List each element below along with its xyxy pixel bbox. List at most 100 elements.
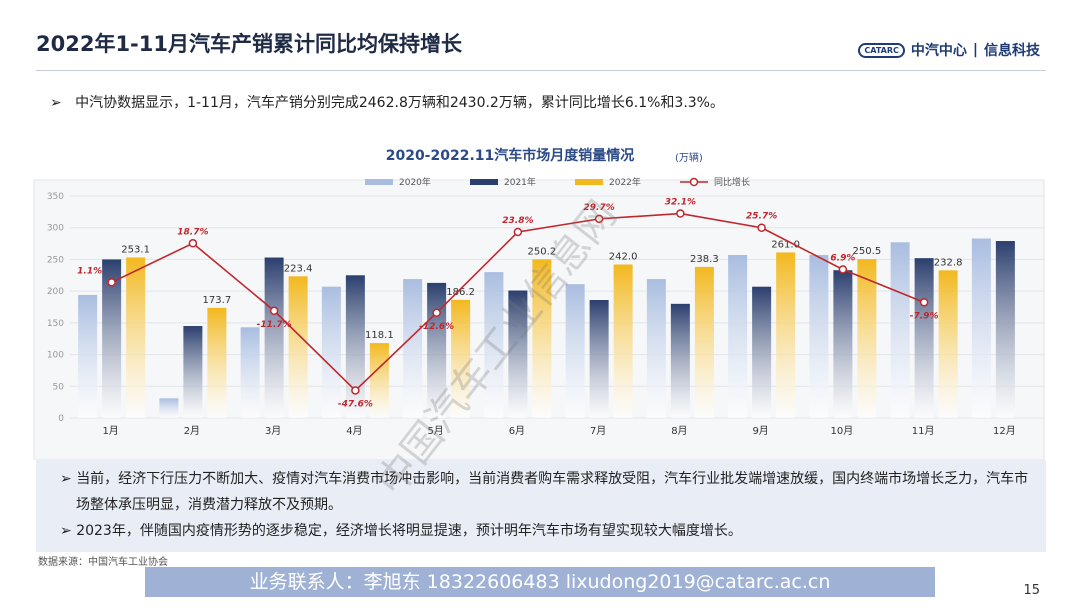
data-label: 250.2: [528, 246, 557, 257]
legend-label: 2022年: [609, 176, 641, 188]
y-tick-label: 250: [47, 255, 64, 265]
x-tick-label: 1月: [102, 425, 118, 437]
line-marker: [432, 308, 441, 318]
logo-mark: CATARC: [858, 42, 905, 58]
intro-text: 中汽协数据显示，1-11月，汽车产销分别完成2462.8万辆和2430.2万辆，…: [75, 95, 724, 111]
bar: [589, 300, 609, 418]
logo-divider: |: [972, 42, 978, 58]
source: 数据来源：中国汽车工业协会: [38, 557, 168, 568]
bar: [532, 259, 552, 418]
data-label: 253.1: [121, 244, 150, 255]
divider: [36, 70, 1046, 71]
growth-label: 1.1%: [77, 266, 102, 276]
bar: [126, 257, 146, 418]
legend-label: 2020年: [399, 176, 431, 188]
note: ➢ 2023年，伴随国内疫情形势的逐步稳定，经济增长将明显提速，预计明年汽车市场…: [60, 523, 742, 539]
bar: [809, 254, 829, 418]
bar: [857, 259, 877, 418]
growth-label: 29.7%: [584, 203, 615, 213]
intro: ➢ 中汽协数据显示，1-11月，汽车产销分别完成2462.8万辆和2430.2万…: [50, 95, 724, 111]
page-number: 15: [1023, 583, 1040, 598]
data-label: 173.7: [203, 295, 232, 306]
x-tick-label: 3月: [265, 425, 281, 437]
growth-label: -12.6%: [419, 322, 454, 332]
growth-label: -7.9%: [910, 311, 939, 321]
bar: [207, 307, 227, 418]
bar: [694, 266, 714, 418]
note: ➢ 当前，经济下行压力不断加大、疫情对汽车消费市场冲击影响，当前消费者购车需求释…: [60, 471, 1029, 513]
x-tick-label: 6月: [509, 425, 525, 437]
slide-title: 2022年1-11月汽车产销累计同比均保持增长: [36, 32, 462, 56]
line-marker: [107, 278, 116, 287]
bar: [78, 294, 98, 418]
x-tick-label: 10月: [831, 425, 854, 437]
chart-title: 2020-2022.11汽车市场月度销量情况: [386, 147, 635, 164]
contact-bar: 业务联系人：李旭东 18322606483 lixudong2019@catar…: [145, 567, 935, 597]
line-marker: [676, 209, 685, 218]
y-tick-label: 50: [53, 382, 65, 392]
line-marker: [594, 214, 604, 224]
legend-label: 同比增长: [714, 176, 750, 188]
bar: [403, 279, 423, 418]
bar: [345, 275, 365, 418]
bar: [183, 326, 203, 418]
chart-unit: (万辆): [675, 151, 703, 164]
bar: [240, 327, 260, 418]
bar: [728, 254, 748, 418]
bar: [451, 299, 471, 418]
y-tick-label: 300: [47, 224, 64, 234]
chart: 2020-2022.11汽车市场月度销量情况 (万辆) 0 50 100 150 200…: [33, 147, 1045, 460]
bar: [508, 290, 528, 418]
y-tick-label: 100: [47, 351, 64, 361]
data-label: 242.0: [609, 252, 638, 263]
data-label: 250.5: [853, 246, 882, 257]
x-tick-label: 9月: [752, 425, 768, 437]
y-tick-label: 350: [47, 192, 64, 202]
bar: [321, 286, 341, 418]
bar: [288, 276, 308, 418]
bar: [369, 343, 389, 418]
data-label: 238.3: [690, 254, 719, 265]
y-tick-label: 0: [58, 414, 64, 424]
line-marker: [919, 298, 929, 307]
x-tick-label: 4月: [346, 425, 362, 437]
growth-label: -11.7%: [257, 320, 292, 330]
x-tick-label: 12月: [993, 425, 1016, 437]
growth-label: 32.1%: [665, 198, 696, 208]
note-text: 当前，经济下行压力不断加大、疫情对汽车消费市场冲击影响，当前消费者购车需求释放受…: [76, 471, 1029, 513]
notes-box: ➢ 当前，经济下行压力不断加大、疫情对汽车消费市场冲击影响，当前消费者购车需求释…: [36, 460, 1046, 552]
data-label: 118.1: [365, 330, 394, 341]
line-marker: [757, 223, 766, 232]
x-tick-label: 5月: [427, 425, 443, 437]
legend-swatch: [365, 179, 393, 185]
bar: [833, 270, 853, 418]
bar: [646, 279, 666, 418]
growth-label: -47.6%: [338, 399, 373, 409]
y-tick-label: 150: [47, 319, 64, 329]
bar: [890, 242, 910, 418]
bar: [971, 238, 991, 418]
bar: [670, 303, 690, 418]
line-marker: [188, 239, 198, 248]
logo-sub: 信息科技: [984, 43, 1040, 59]
note-text: 2023年，伴随国内疫情形势的逐步稳定，经济增长将明显提速，预计明年汽车市场有望…: [76, 523, 742, 539]
bar: [938, 270, 958, 418]
x-tick-label: 11月: [912, 425, 935, 437]
x-tick-label: 8月: [671, 425, 687, 437]
legend-swatch: [575, 179, 603, 185]
bar: [264, 257, 284, 418]
bar: [776, 252, 796, 418]
logo-text: 中汽中心: [910, 43, 967, 59]
line-marker: [838, 265, 848, 274]
line-marker: [351, 386, 360, 395]
bar: [159, 398, 179, 418]
logo: CATARC 中汽中心 | 信息科技: [858, 40, 1040, 60]
growth-label: 18.7%: [177, 227, 208, 237]
growth-label: 6.9%: [830, 253, 855, 263]
bar: [102, 259, 122, 418]
bar: [613, 264, 633, 418]
bar: [995, 241, 1015, 418]
data-label: 223.4: [284, 263, 313, 274]
bar: [752, 286, 772, 418]
